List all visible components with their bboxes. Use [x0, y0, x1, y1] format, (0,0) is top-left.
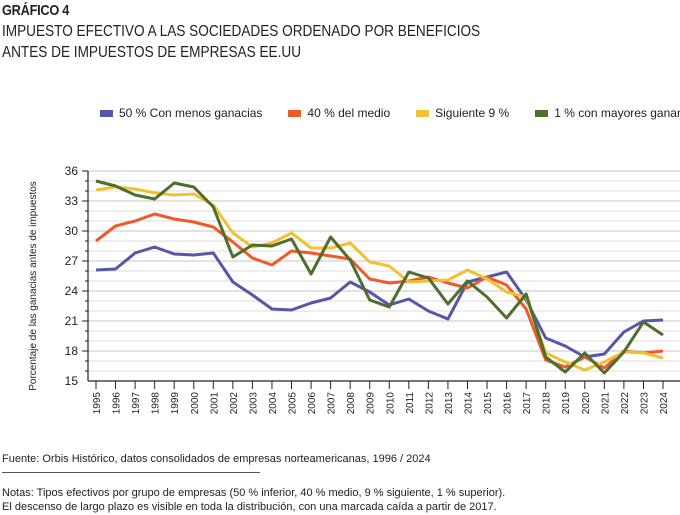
x-tick-label: 2021: [600, 392, 611, 415]
y-tick-label: 24: [65, 284, 79, 298]
divider: [2, 472, 260, 473]
x-tick-label: 2013: [444, 392, 455, 415]
x-tick-label: 2019: [561, 392, 572, 415]
x-tick-label: 2010: [385, 392, 396, 415]
x-tick-label: 1999: [170, 392, 181, 415]
x-tick-label: 2011: [405, 392, 416, 414]
x-tick-label: 1997: [131, 392, 142, 415]
line-chart: 15 18 21 24 27 30 33 36 1995 1996 1997 1998 1999 2000…: [28, 164, 680, 415]
x-tick-label: 2006: [307, 392, 318, 415]
legend-label: 50 % Con menos ganacias: [119, 106, 263, 120]
legend-swatch: [535, 109, 549, 117]
x-tick-label: 2005: [288, 392, 299, 415]
y-tick-label: 15: [65, 374, 79, 388]
x-tick-label: 2003: [248, 392, 259, 415]
legend: 50 % Con menos ganacias 40 % del medio Sig…: [100, 106, 680, 120]
legend-item: 50 % Con menos ganacias: [100, 106, 262, 120]
x-tick-label: 2012: [424, 392, 435, 415]
series-line: [95, 185, 664, 372]
legend-item: 40 % del medio: [288, 106, 390, 120]
x-tick-label: 1996: [112, 392, 123, 415]
legend-label: 1 % con mayores ganancias: [554, 106, 680, 120]
x-tick-label: 1998: [151, 392, 162, 415]
y-tick-label: 18: [65, 344, 79, 358]
y-tick-label: 36: [65, 164, 79, 178]
legend-item: Siguiente 9 %: [416, 106, 509, 120]
series-line: [95, 212, 664, 370]
x-tick-label: 2020: [581, 392, 592, 415]
x-tick-label: 2023: [639, 392, 650, 415]
title-line-2: ANTES DE IMPUESTOS DE EMPRESAS EE.UU: [2, 44, 302, 61]
series-line: [95, 245, 664, 359]
x-tick-label: 2016: [503, 392, 514, 415]
note-line-1: Notas: Tipos efectivos por grupo de empr…: [2, 487, 506, 499]
source-note: Fuente: Orbis Histórico, datos consolida…: [2, 453, 431, 465]
x-tick-label: 2018: [542, 392, 553, 415]
legend-label: 40 % del medio: [307, 106, 391, 120]
chart-label: GRÁFICO 4: [2, 2, 70, 19]
x-tick-label: 2000: [190, 392, 201, 415]
x-tick-label: 2024: [659, 392, 670, 415]
x-tick-label: 2008: [346, 392, 357, 415]
title-line-1: IMPUESTO EFECTIVO A LAS SOCIEDADES ORDEN…: [2, 23, 481, 40]
x-tick-label: 2014: [463, 392, 474, 415]
x-tick-label: 2015: [483, 392, 494, 415]
note-line-2: El descenso de largo plazo es visible en…: [2, 501, 497, 513]
y-tick-label: 33: [65, 194, 79, 208]
x-tick-label: 1995: [92, 392, 103, 415]
x-tick-label: 2004: [268, 392, 279, 415]
legend-item: 1 % con mayores ganancias: [535, 106, 680, 120]
legend-swatch: [288, 109, 302, 117]
y-tick-label: 30: [65, 224, 79, 238]
legend-swatch: [416, 109, 430, 117]
y-tick-label: 27: [65, 254, 79, 268]
x-tick-label: 2009: [366, 392, 377, 415]
x-tick-label: 2002: [229, 392, 240, 415]
y-axis-label: Porcentaje de las ganacias antes de impu…: [28, 181, 39, 391]
series-line: [95, 179, 664, 375]
legend-swatch: [100, 109, 113, 117]
legend-label: Siguiente 9 %: [435, 106, 510, 120]
x-tick-label: 2007: [327, 392, 338, 415]
x-tick-label: 2017: [522, 392, 533, 415]
x-tick-label: 2022: [620, 392, 631, 415]
chart-title: IMPUESTO EFECTIVO A LAS SOCIEDADES ORDEN…: [2, 21, 480, 63]
notes: Notas: Tipos efectivos por grupo de empr…: [2, 486, 505, 514]
x-tick-label: 2001: [209, 392, 220, 415]
y-tick-label: 21: [65, 314, 79, 328]
